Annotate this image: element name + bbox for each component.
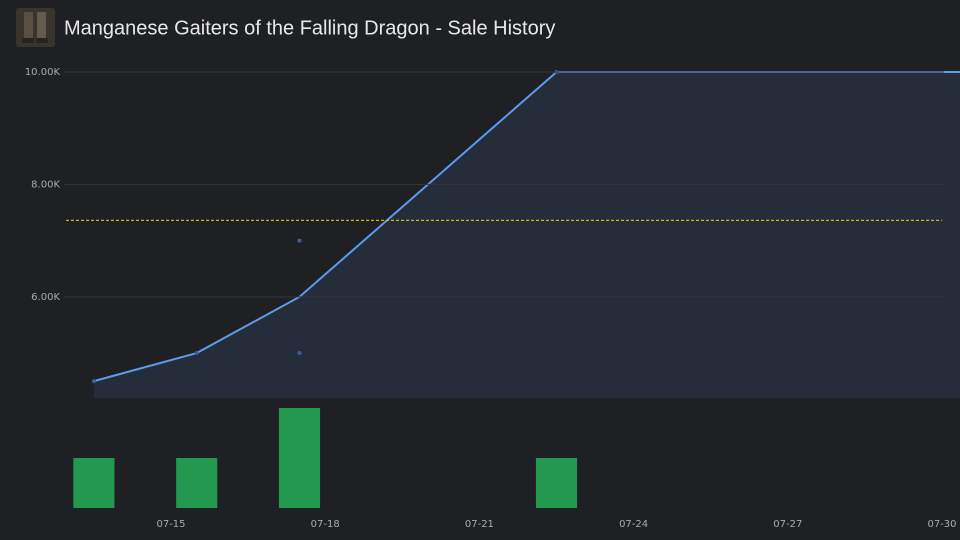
chart-title: Manganese Gaiters of the Falling Dragon … bbox=[64, 17, 555, 39]
sale-point bbox=[194, 351, 199, 356]
volume-bar bbox=[176, 458, 218, 508]
price-plot bbox=[91, 70, 960, 398]
volume-bar bbox=[535, 458, 578, 508]
x-tick-label: 07-24 bbox=[619, 519, 648, 530]
y-tick-label: 6.00K bbox=[31, 292, 60, 303]
sale-point bbox=[91, 379, 96, 384]
y-tick-label: 8.00K bbox=[31, 179, 60, 190]
plot-layer: 6.00K 8.00K 10.00K 07-15 07-18 07-21 07-24 07-2… bbox=[25, 67, 957, 530]
x-tick-label: 07-27 bbox=[773, 519, 802, 530]
item-icon bbox=[16, 8, 55, 47]
sale-point bbox=[297, 238, 302, 243]
sale-point bbox=[297, 351, 302, 356]
y-tick-label: 10.00K bbox=[25, 67, 61, 78]
volume-bar bbox=[278, 408, 321, 508]
price-area bbox=[93, 72, 960, 398]
volume-bar bbox=[73, 458, 115, 508]
x-tick-label: 07-15 bbox=[156, 519, 185, 530]
x-tick-label: 07-30 bbox=[927, 519, 956, 530]
x-tick-label: 07-18 bbox=[311, 519, 340, 530]
x-tick-label: 07-21 bbox=[465, 519, 494, 530]
